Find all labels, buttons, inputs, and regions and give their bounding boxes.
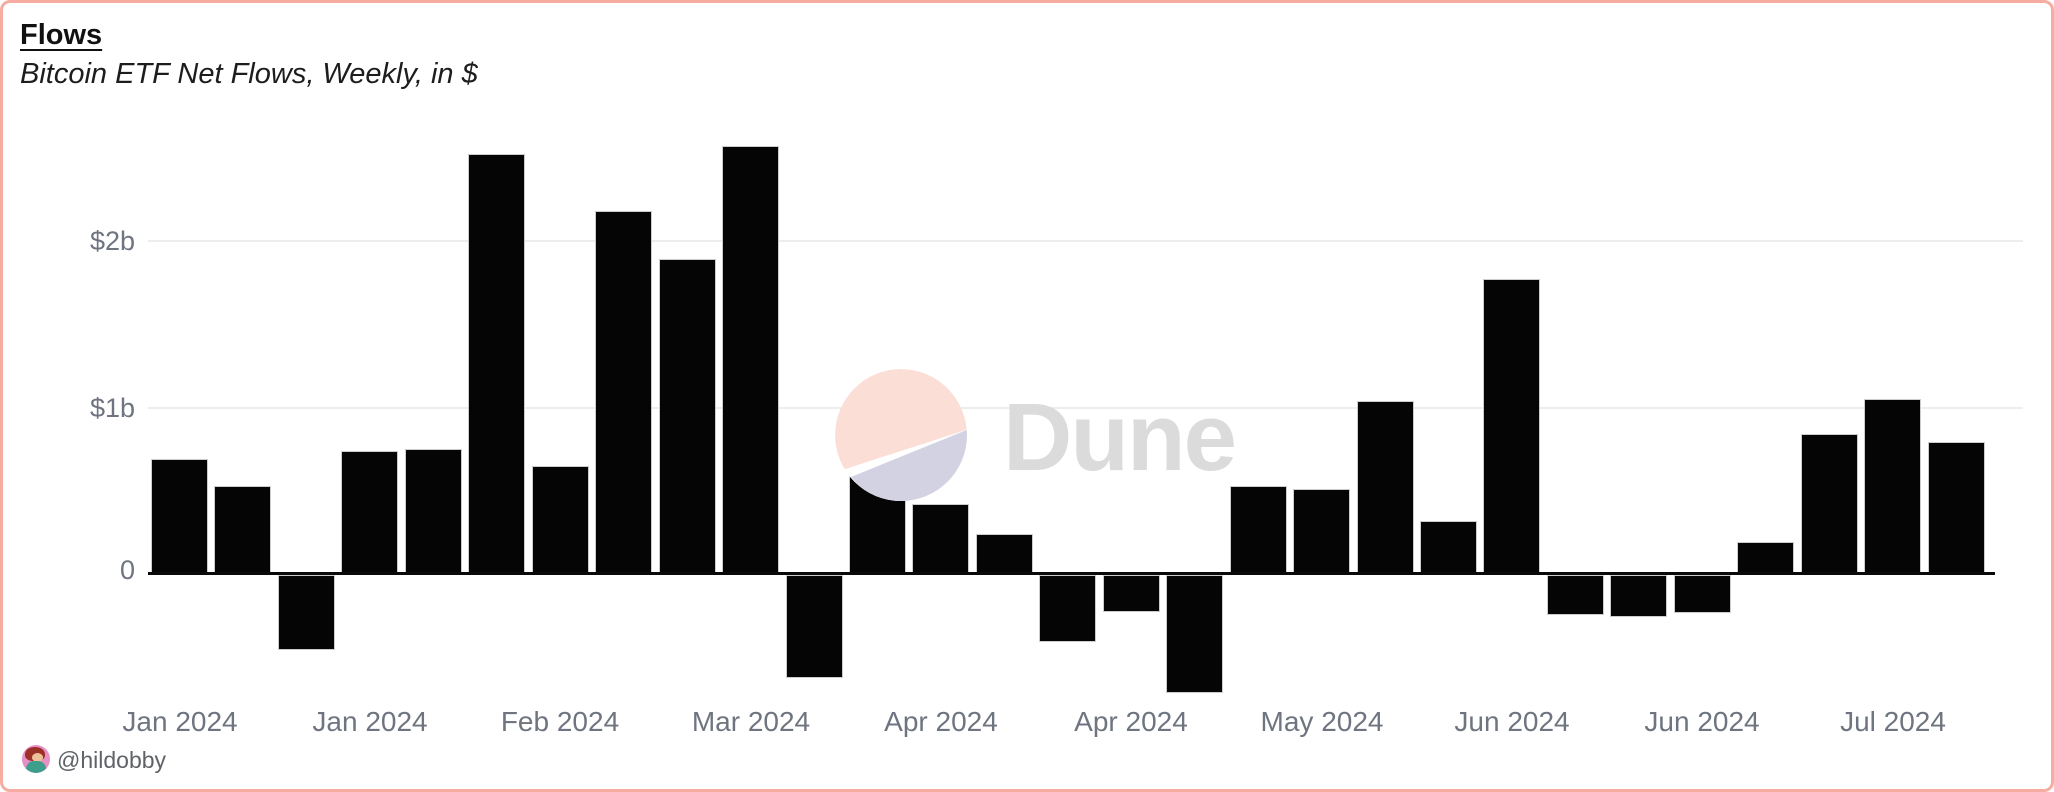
- x-tick-label: Jul 2024: [1840, 706, 1946, 737]
- bar[interactable]: [786, 575, 843, 678]
- y-tick-label: $2b: [89, 226, 135, 256]
- x-tick-label: Jan 2024: [122, 706, 238, 737]
- bar[interactable]: [1357, 401, 1414, 574]
- bar[interactable]: [1864, 399, 1921, 574]
- bar[interactable]: [1928, 442, 1985, 574]
- bar[interactable]: [595, 211, 652, 574]
- bar[interactable]: [1610, 575, 1667, 617]
- bar[interactable]: [1674, 575, 1731, 613]
- bar[interactable]: [341, 451, 398, 574]
- chart-subtitle: Bitcoin ETF Net Flows, Weekly, in $: [20, 58, 478, 90]
- y-tick-label: $1b: [89, 392, 135, 423]
- author-handle[interactable]: @hildobby: [57, 747, 167, 773]
- bar[interactable]: [278, 575, 335, 650]
- x-axis-zero-line: [148, 572, 1995, 575]
- bar[interactable]: [1039, 575, 1096, 642]
- bar[interactable]: [1737, 542, 1794, 574]
- x-tick-label: May 2024: [1260, 706, 1384, 737]
- bar[interactable]: [722, 146, 779, 574]
- bar[interactable]: [1230, 486, 1287, 574]
- avatar-face-shape: [32, 753, 43, 762]
- bar[interactable]: [532, 466, 589, 574]
- bar[interactable]: [1801, 434, 1858, 574]
- gridline-2b: [148, 240, 2023, 242]
- dune-wordmark: Dune: [1003, 384, 1237, 491]
- y-tick-label: 0: [119, 555, 135, 585]
- bar[interactable]: [1166, 575, 1223, 693]
- x-tick-label: Apr 2024: [1074, 706, 1188, 737]
- bar[interactable]: [1293, 489, 1350, 574]
- bar[interactable]: [1103, 575, 1160, 612]
- x-tick-label: Feb 2024: [500, 706, 620, 737]
- avatar-body-shape: [26, 761, 46, 773]
- bar[interactable]: [405, 449, 462, 574]
- x-tick-label: Apr 2024: [884, 706, 998, 737]
- author-avatar-icon: [22, 745, 50, 773]
- bar[interactable]: [468, 154, 525, 574]
- x-tick-label: Jun 2024: [1644, 706, 1760, 737]
- chart-title[interactable]: Flows: [20, 19, 103, 51]
- bar[interactable]: [214, 486, 271, 574]
- bar[interactable]: [151, 459, 208, 574]
- x-tick-label: Jan 2024: [312, 706, 428, 737]
- gridline-1b: [148, 406, 2023, 409]
- bar[interactable]: [976, 534, 1033, 574]
- bar[interactable]: [659, 259, 716, 574]
- bar[interactable]: [1547, 575, 1604, 615]
- bar[interactable]: [1483, 279, 1540, 574]
- dune-logo-icon: [835, 369, 967, 501]
- x-tick-label: Jun 2024: [1454, 706, 1570, 737]
- x-tick-label: Mar 2024: [691, 706, 811, 737]
- bar[interactable]: [912, 504, 969, 574]
- bar[interactable]: [1420, 521, 1477, 574]
